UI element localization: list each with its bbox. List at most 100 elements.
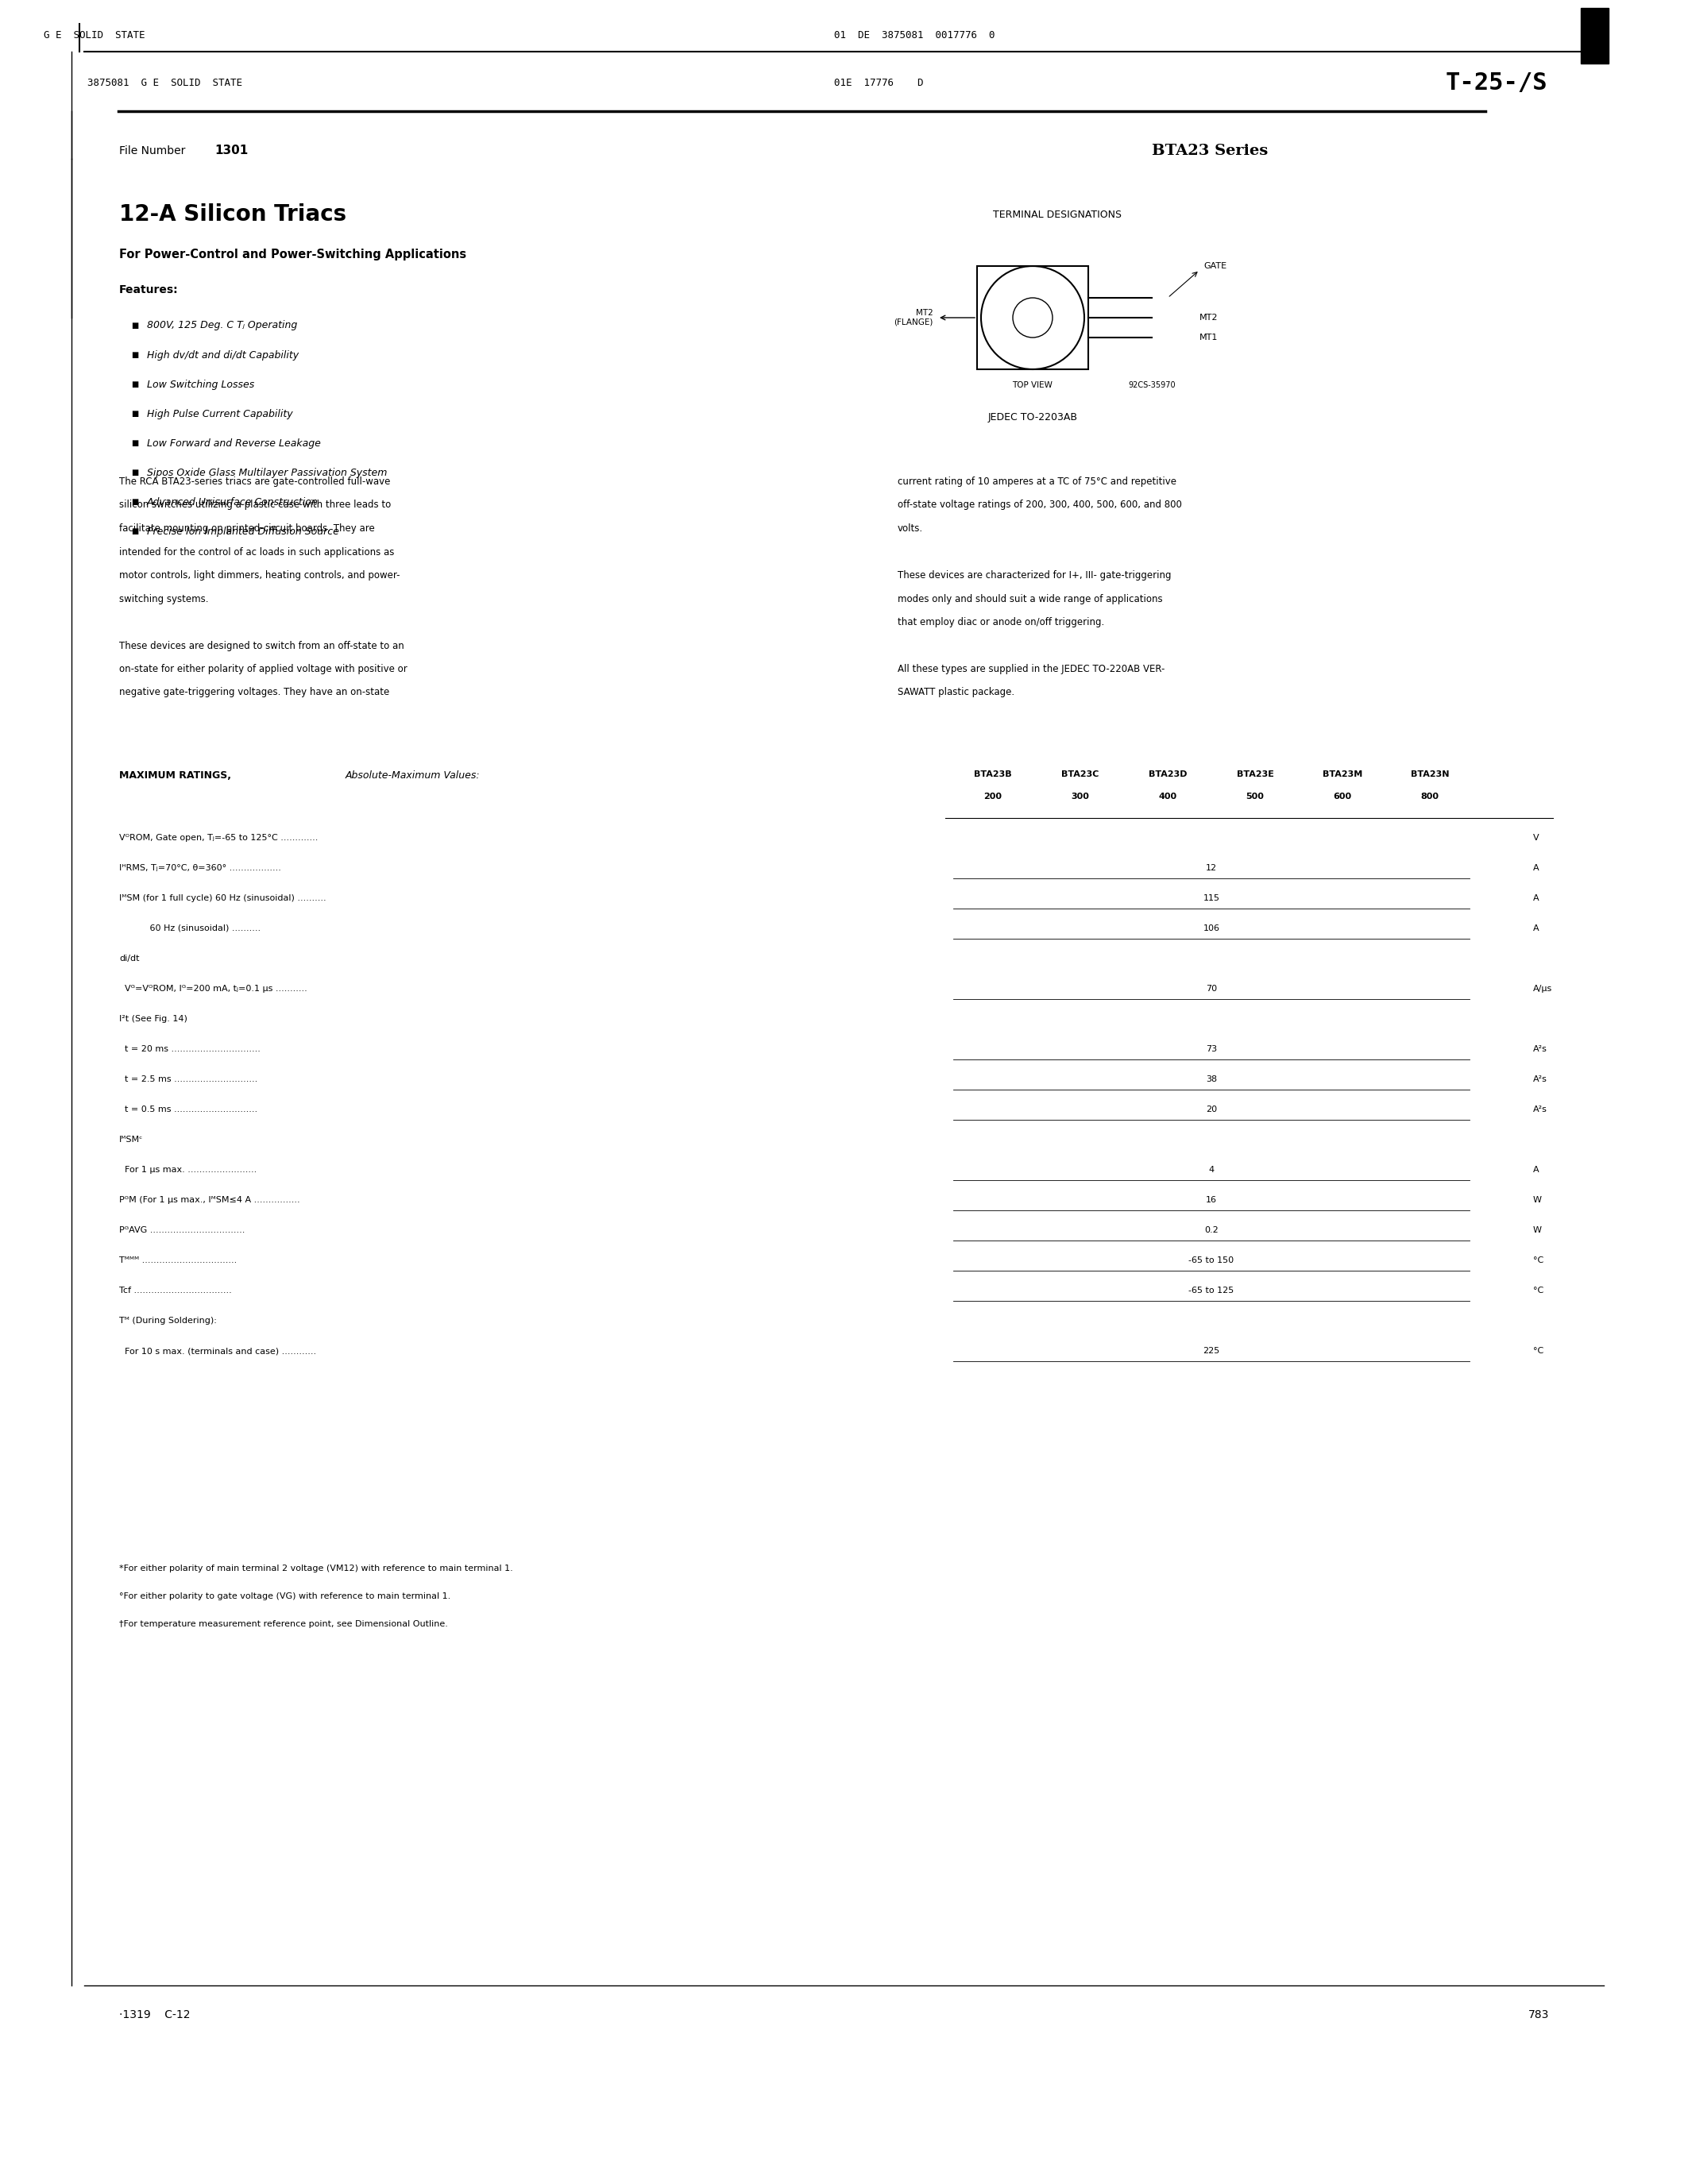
Text: 16: 16 — [1205, 1197, 1217, 1203]
Text: current rating of 10 amperes at a TC of 75°C and repetitive: current rating of 10 amperes at a TC of … — [898, 476, 1177, 487]
Text: File Number: File Number — [120, 146, 189, 157]
Text: For 10 s max. (terminals and case) ............: For 10 s max. (terminals and case) .....… — [120, 1348, 316, 1354]
Text: 600: 600 — [1334, 793, 1352, 802]
Text: ·1319    C-12: ·1319 C-12 — [120, 2009, 191, 2020]
Text: silicon switches utilizing a plastic case with three leads to: silicon switches utilizing a plastic cas… — [120, 500, 392, 511]
Text: IᴴRMS, Tⱼ=70°C, θ=360° ..................: IᴴRMS, Tⱼ=70°C, θ=360° .................… — [120, 865, 282, 871]
Text: JEDEC TO-2203AB: JEDEC TO-2203AB — [987, 413, 1077, 422]
Text: °C: °C — [1533, 1286, 1543, 1295]
Text: For Power-Control and Power-Switching Applications: For Power-Control and Power-Switching Ap… — [120, 249, 466, 260]
Text: ■: ■ — [132, 470, 138, 476]
Text: on-state for either polarity of applied voltage with positive or: on-state for either polarity of applied … — [120, 664, 407, 675]
Text: A²s: A²s — [1533, 1105, 1548, 1114]
Text: 38: 38 — [1205, 1075, 1217, 1083]
Text: 70: 70 — [1205, 985, 1217, 994]
Text: W: W — [1533, 1225, 1541, 1234]
Text: 225: 225 — [1204, 1348, 1220, 1354]
Text: off-state voltage ratings of 200, 300, 400, 500, 600, and 800: off-state voltage ratings of 200, 300, 4… — [898, 500, 1182, 511]
Text: -65 to 150: -65 to 150 — [1188, 1256, 1234, 1265]
Text: t = 20 ms ...............................: t = 20 ms ..............................… — [120, 1046, 260, 1053]
Text: 0.2: 0.2 — [1204, 1225, 1219, 1234]
Text: PᴳM (For 1 μs max., IᴹSM≤4 A ................: PᴳM (For 1 μs max., IᴹSM≤4 A ...........… — [120, 1197, 300, 1203]
Text: motor controls, light dimmers, heating controls, and power-: motor controls, light dimmers, heating c… — [120, 570, 400, 581]
Text: ■: ■ — [132, 526, 138, 535]
Text: facilitate mounting on printed-circuit boards. They are: facilitate mounting on printed-circuit b… — [120, 524, 375, 533]
Text: °C: °C — [1533, 1256, 1543, 1265]
Text: A²s: A²s — [1533, 1075, 1548, 1083]
Text: Advanced Unisurface Construction: Advanced Unisurface Construction — [147, 496, 319, 507]
Text: 01E  17776    D: 01E 17776 D — [834, 79, 923, 90]
Text: BTA23D: BTA23D — [1148, 771, 1187, 778]
Text: 115: 115 — [1204, 893, 1220, 902]
Text: A²s: A²s — [1533, 1046, 1548, 1053]
Text: Absolute-Maximum Values:: Absolute-Maximum Values: — [346, 771, 481, 780]
Text: V: V — [1533, 834, 1539, 841]
Text: 800: 800 — [1421, 793, 1438, 802]
Text: that employ diac or anode on/off triggering.: that employ diac or anode on/off trigger… — [898, 618, 1104, 627]
Text: GATE: GATE — [1204, 262, 1227, 271]
Text: switching systems.: switching systems. — [120, 594, 209, 605]
Text: These devices are designed to switch from an off-state to an: These devices are designed to switch fro… — [120, 640, 403, 651]
Text: 800V, 125 Deg. C Tⱼ Operating: 800V, 125 Deg. C Tⱼ Operating — [147, 321, 297, 330]
Text: volts.: volts. — [898, 524, 923, 533]
Text: †For temperature measurement reference point, see Dimensional Outline.: †For temperature measurement reference p… — [120, 1621, 447, 1627]
Text: 3875081  G E  SOLID  STATE: 3875081 G E SOLID STATE — [88, 79, 243, 90]
Text: IᴹSM (for 1 full cycle) 60 Hz (sinusoidal) ..........: IᴹSM (for 1 full cycle) 60 Hz (sinusoida… — [120, 893, 326, 902]
Text: Tᴹ (During Soldering):: Tᴹ (During Soldering): — [120, 1317, 216, 1326]
Text: 92CS-35970: 92CS-35970 — [1128, 382, 1175, 389]
Text: Features:: Features: — [120, 284, 179, 295]
Text: TOP VIEW: TOP VIEW — [1013, 382, 1053, 389]
Text: 400: 400 — [1158, 793, 1177, 802]
Text: 500: 500 — [1246, 793, 1264, 802]
Text: TERMINAL DESIGNATIONS: TERMINAL DESIGNATIONS — [993, 210, 1121, 221]
Text: Precise Ion Implanted Diffusion Source: Precise Ion Implanted Diffusion Source — [147, 526, 339, 537]
Text: 300: 300 — [1072, 793, 1089, 802]
Text: The RCA BTA23-series triacs are gate-controlled full-wave: The RCA BTA23-series triacs are gate-con… — [120, 476, 390, 487]
Text: °For either polarity to gate voltage (VG) with reference to main terminal 1.: °For either polarity to gate voltage (VG… — [120, 1592, 451, 1601]
Bar — [1580, 9, 1609, 63]
Text: 200: 200 — [984, 793, 1003, 802]
Text: ■: ■ — [132, 498, 138, 507]
Text: BTA23E: BTA23E — [1236, 771, 1274, 778]
Text: BTA23B: BTA23B — [974, 771, 1011, 778]
Text: *For either polarity of main terminal 2 voltage (VM12) with reference to main te: *For either polarity of main terminal 2 … — [120, 1564, 513, 1572]
Text: ■: ■ — [132, 411, 138, 417]
Text: BTA23 Series: BTA23 Series — [1151, 144, 1268, 157]
Text: Tcf ..................................: Tcf .................................. — [120, 1286, 231, 1295]
Text: For 1 μs max. ........................: For 1 μs max. ........................ — [120, 1166, 257, 1173]
Text: SAWATT plastic package.: SAWATT plastic package. — [898, 688, 1014, 697]
Text: 01  DE  3875081  0017776  0: 01 DE 3875081 0017776 0 — [834, 31, 994, 41]
Text: PᴳAVG .................................: PᴳAVG ................................. — [120, 1225, 245, 1234]
Text: BTA23N: BTA23N — [1411, 771, 1448, 778]
Text: W: W — [1533, 1197, 1541, 1203]
Text: 4: 4 — [1209, 1166, 1214, 1173]
Text: 20: 20 — [1205, 1105, 1217, 1114]
Text: MT2
(FLANGE): MT2 (FLANGE) — [895, 310, 933, 325]
Text: ■: ■ — [132, 439, 138, 448]
Text: Low Switching Losses: Low Switching Losses — [147, 380, 255, 389]
Text: modes only and should suit a wide range of applications: modes only and should suit a wide range … — [898, 594, 1163, 605]
Text: IᴹSMᶜ: IᴹSMᶜ — [120, 1136, 143, 1144]
Text: ■: ■ — [132, 380, 138, 389]
Text: A: A — [1533, 1166, 1539, 1173]
Text: Vᴳ=VᴼROM, Iᴳ=200 mA, tⱼ=0.1 μs ...........: Vᴳ=VᴼROM, Iᴳ=200 mA, tⱼ=0.1 μs .........… — [120, 985, 307, 994]
Text: ■: ■ — [132, 352, 138, 358]
Text: MAXIMUM RATINGS,: MAXIMUM RATINGS, — [120, 771, 235, 780]
Text: 12-A Silicon Triacs: 12-A Silicon Triacs — [120, 203, 346, 225]
Text: t = 0.5 ms .............................: t = 0.5 ms ............................. — [120, 1105, 258, 1114]
Text: 106: 106 — [1204, 924, 1220, 933]
Text: MT1: MT1 — [1200, 334, 1219, 341]
Text: These devices are characterized for I+, III- gate-triggering: These devices are characterized for I+, … — [898, 570, 1171, 581]
Text: A/μs: A/μs — [1533, 985, 1553, 994]
Text: MT2: MT2 — [1200, 314, 1219, 321]
Text: -65 to 125: -65 to 125 — [1188, 1286, 1234, 1295]
Text: I²t (See Fig. 14): I²t (See Fig. 14) — [120, 1016, 187, 1022]
Text: Low Forward and Reverse Leakage: Low Forward and Reverse Leakage — [147, 439, 321, 448]
Text: 60 Hz (sinusoidal) ..........: 60 Hz (sinusoidal) .......... — [120, 924, 260, 933]
Text: t = 2.5 ms .............................: t = 2.5 ms ............................. — [120, 1075, 258, 1083]
Text: intended for the control of ac loads in such applications as: intended for the control of ac loads in … — [120, 546, 395, 557]
Text: A: A — [1533, 893, 1539, 902]
Text: °C: °C — [1533, 1348, 1543, 1354]
Text: A: A — [1533, 865, 1539, 871]
Text: di/dt: di/dt — [120, 954, 140, 963]
